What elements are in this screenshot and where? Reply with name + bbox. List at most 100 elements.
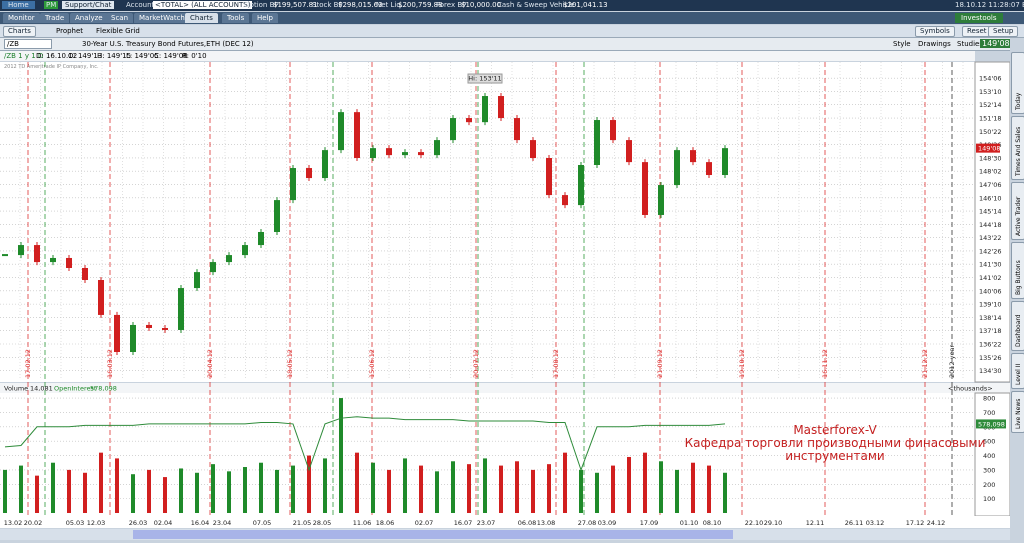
tab[interactable]: Tools bbox=[222, 13, 250, 23]
volume-bar bbox=[499, 465, 503, 513]
volume-bar bbox=[211, 464, 215, 513]
candle bbox=[274, 200, 280, 232]
tab[interactable]: MarketWatch bbox=[134, 13, 190, 23]
x-tick-label: 17.09 bbox=[640, 519, 659, 527]
candle bbox=[98, 279, 104, 315]
volume-header-text: 578,098 bbox=[90, 385, 117, 393]
candle bbox=[706, 162, 712, 176]
y-tick-label: 100 bbox=[983, 495, 995, 503]
value: $201,041.13 bbox=[563, 1, 608, 9]
period-label: 15.06.12 bbox=[368, 349, 376, 378]
candle bbox=[610, 120, 616, 141]
label: Cash & Sweep Vehicle bbox=[497, 1, 575, 9]
y-tick-label: 139'10 bbox=[979, 301, 1001, 309]
period-label: 21.09.12 bbox=[656, 349, 664, 378]
prophet-link[interactable]: Prophet bbox=[56, 27, 84, 35]
candle bbox=[402, 152, 408, 156]
candle bbox=[674, 150, 680, 186]
watermark: Кафедра торговли производными финасовыми bbox=[685, 436, 986, 450]
support-button[interactable]: Support/Chat bbox=[62, 1, 115, 9]
candle bbox=[194, 272, 200, 289]
top-bar: Home PM Support/Chat Account <TOTAL> (AL… bbox=[0, 0, 1024, 11]
volume-bar bbox=[579, 469, 583, 513]
volume-bar bbox=[3, 469, 7, 513]
home-button[interactable]: Home bbox=[2, 1, 35, 9]
candle bbox=[178, 288, 184, 330]
y-tick-label: 145'14 bbox=[979, 208, 1001, 216]
volume-bar bbox=[67, 469, 71, 513]
candle bbox=[514, 118, 520, 141]
period-label: 16.03.12 bbox=[106, 349, 114, 378]
account-select[interactable]: <TOTAL> (ALL ACCOUNTS) bbox=[153, 1, 253, 9]
candle bbox=[418, 152, 424, 156]
volume-bar bbox=[707, 465, 711, 513]
value: $199,507.81 bbox=[273, 1, 318, 9]
side-tab-label: Today bbox=[1015, 92, 1022, 110]
volume-axis bbox=[974, 392, 1010, 517]
volume-bar bbox=[83, 472, 87, 513]
candle bbox=[18, 245, 24, 256]
grid-link[interactable]: Flexible Grid bbox=[96, 27, 140, 35]
side-tab[interactable]: Dashboard bbox=[1011, 301, 1024, 351]
volume-bar bbox=[691, 462, 695, 513]
side-tab[interactable]: Times And Sales bbox=[1011, 116, 1024, 180]
clock: 18.10.12 11:28:07 EET bbox=[955, 1, 1024, 9]
info-field: O: 149'13 bbox=[68, 52, 103, 60]
x-tick-label: 08.10 bbox=[703, 519, 722, 527]
y-tick-label: 200 bbox=[983, 481, 995, 489]
style-button[interactable]: Style bbox=[893, 40, 911, 48]
charts-button[interactable]: Charts bbox=[3, 26, 36, 37]
volume-bar bbox=[723, 472, 727, 513]
side-tab[interactable]: Live News bbox=[1011, 391, 1024, 433]
candle bbox=[34, 245, 40, 263]
side-tab[interactable]: Active Trader bbox=[1011, 182, 1024, 240]
y-tick-label: 135'26 bbox=[979, 354, 1001, 362]
volume-bar bbox=[323, 458, 327, 513]
setup-button[interactable]: Setup bbox=[988, 26, 1019, 37]
y-tick-label: 144'18 bbox=[979, 221, 1001, 229]
candle bbox=[578, 164, 584, 206]
side-tab[interactable]: Today bbox=[1011, 52, 1024, 114]
period-label: 20.04.12 bbox=[206, 349, 214, 378]
side-tab[interactable]: Level II bbox=[1011, 353, 1024, 389]
tab[interactable]: Monitor bbox=[3, 13, 40, 23]
period-label: 19.10.12 bbox=[738, 349, 746, 378]
last-price: 149'08 bbox=[980, 39, 1012, 48]
candle bbox=[130, 324, 136, 353]
tab[interactable]: Help bbox=[252, 13, 278, 23]
pm-badge[interactable]: PM bbox=[44, 1, 59, 9]
volume-bar bbox=[115, 458, 119, 513]
x-tick-label: 26.03 bbox=[129, 519, 148, 527]
info-field: R: 0'10 bbox=[182, 52, 207, 60]
volume-header-text: <thousands> bbox=[948, 385, 993, 393]
side-tab[interactable]: Big Buttons bbox=[1011, 242, 1024, 299]
volume-bar bbox=[611, 465, 615, 513]
scroll-thumb[interactable] bbox=[133, 530, 733, 539]
x-tick-label: 02.07 bbox=[415, 519, 434, 527]
volume-bar bbox=[99, 452, 103, 513]
y-tick-label: 300 bbox=[983, 466, 995, 474]
last-price-label: 149'08 bbox=[978, 145, 1000, 153]
candle bbox=[354, 112, 360, 159]
investools[interactable]: Investools bbox=[955, 13, 1003, 23]
volume-bar bbox=[531, 469, 535, 513]
drawings-button[interactable]: Drawings bbox=[918, 40, 951, 48]
tab[interactable]: Analyze bbox=[70, 13, 108, 23]
tab[interactable]: Scan bbox=[106, 13, 134, 23]
volume-bar bbox=[627, 456, 631, 513]
candle bbox=[306, 168, 312, 179]
candle bbox=[242, 245, 248, 256]
symbols-button[interactable]: Symbols bbox=[915, 26, 955, 37]
tab[interactable]: Charts bbox=[185, 13, 218, 23]
tab[interactable]: Trade bbox=[40, 13, 70, 23]
y-tick-label: 142'26 bbox=[979, 247, 1001, 255]
candle bbox=[722, 148, 728, 176]
watermark: инструментами bbox=[785, 449, 884, 463]
volume-bar bbox=[243, 467, 247, 513]
info-field: H: 149'15 bbox=[97, 52, 132, 60]
studies-button[interactable]: Studies bbox=[957, 40, 983, 48]
volume-bar bbox=[435, 471, 439, 513]
symbol-input[interactable]: /ZB bbox=[4, 39, 52, 49]
info-row: /ZB 1 y 1 D D: 16.10.12 O: 149'13 H: 149'15… bbox=[0, 51, 975, 61]
volume-bar bbox=[355, 452, 359, 513]
